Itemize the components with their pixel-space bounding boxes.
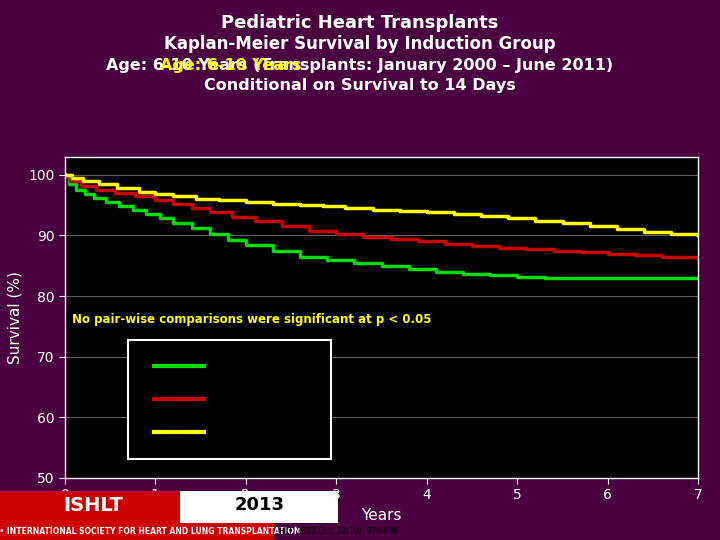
Text: No pair-wise comparisons were significant at p < 0.05: No pair-wise comparisons were significan…	[72, 313, 431, 326]
Text: 2013: 2013	[234, 496, 284, 514]
FancyBboxPatch shape	[128, 340, 331, 458]
Y-axis label: Survival (%): Survival (%)	[7, 271, 22, 363]
FancyBboxPatch shape	[0, 491, 274, 540]
Text: Pediatric Heart Transplants: Pediatric Heart Transplants	[221, 14, 499, 31]
Text: Age: 6-10 Years: Age: 6-10 Years	[160, 58, 302, 73]
X-axis label: Years: Years	[361, 508, 402, 523]
Text: Age: 6-10 Years (Transplants: January 2000 – June 2011): Age: 6-10 Years (Transplants: January 20…	[107, 58, 613, 73]
Text: JHLT. 2013 Oct; 32(10): 979-988: JHLT. 2013 Oct; 32(10): 979-988	[277, 526, 398, 536]
Text: ISHLT • INTERNATIONAL SOCIETY FOR HEART AND LUNG TRANSPLANTATION: ISHLT • INTERNATIONAL SOCIETY FOR HEART …	[0, 526, 300, 536]
Text: ISHLT: ISHLT	[63, 496, 124, 515]
Text: Kaplan-Meier Survival by Induction Group: Kaplan-Meier Survival by Induction Group	[164, 35, 556, 53]
FancyBboxPatch shape	[180, 491, 338, 523]
Text: Conditional on Survival to 14 Days: Conditional on Survival to 14 Days	[204, 78, 516, 93]
